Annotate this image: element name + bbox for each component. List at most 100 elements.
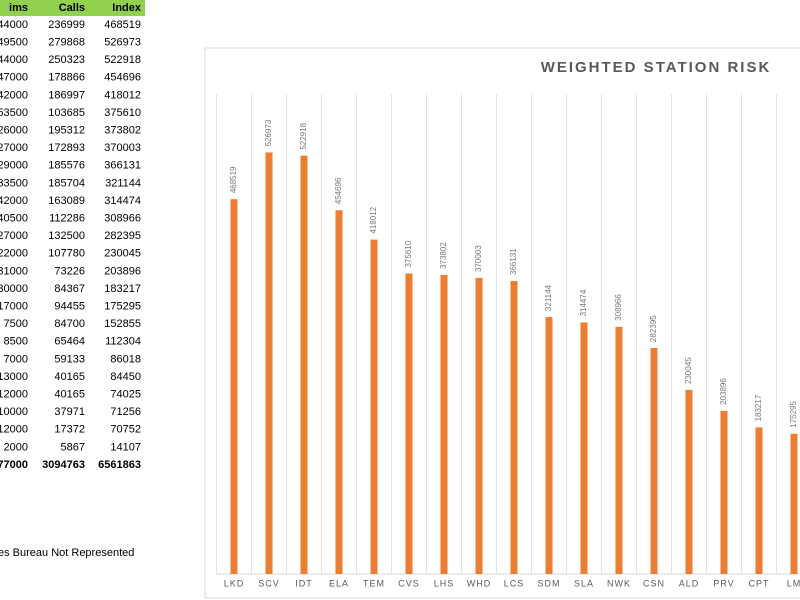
- table-cell: 282395: [104, 230, 141, 242]
- bar: [790, 433, 798, 574]
- table-cell: 86018: [110, 353, 141, 365]
- data-label: 418012: [369, 206, 378, 233]
- table-cell: 33500: [0, 177, 28, 189]
- table-cell: 27000: [0, 230, 28, 242]
- table-cell: 73226: [54, 265, 85, 277]
- x-tick-label: LCS: [504, 578, 525, 588]
- x-tick-label: SLA: [574, 578, 594, 588]
- data-label: 366131: [509, 248, 518, 275]
- table-cell: 14107: [110, 441, 141, 453]
- data-label: 373802: [439, 242, 448, 269]
- table-cell: 178866: [48, 72, 85, 84]
- table-cell: 30000: [0, 283, 28, 295]
- x-tick-label: NWK: [607, 578, 631, 588]
- x-tick-label: IDT: [295, 578, 313, 588]
- table-cell: 40500: [0, 213, 28, 225]
- chart-title: WEIGHTED STATION RISK: [541, 59, 772, 76]
- data-label: 314474: [579, 289, 588, 316]
- table-cell: 418012: [104, 89, 141, 101]
- table-cell: 522918: [104, 54, 141, 66]
- data-label: 183217: [754, 394, 763, 421]
- table-total: 6561863: [98, 459, 141, 471]
- table-cell: 236999: [48, 19, 85, 31]
- table-cell: 132500: [48, 230, 85, 242]
- bar: [580, 322, 588, 574]
- table-cell: 49500: [0, 37, 28, 49]
- table-cell: 84450: [110, 371, 141, 383]
- table-cell: 7000: [4, 353, 28, 365]
- table-cell: 10000: [0, 406, 28, 418]
- table-cell: 468519: [104, 19, 141, 31]
- bar: [685, 389, 693, 574]
- table-cell: 183217: [104, 283, 141, 295]
- table-cell: 175295: [104, 301, 141, 313]
- table-total: 3094763: [42, 459, 85, 471]
- table-cell: 94455: [54, 301, 85, 313]
- table-cell: 40165: [54, 371, 85, 383]
- x-tick-label: CVS: [398, 578, 420, 588]
- x-tick-label: SCV: [258, 578, 280, 588]
- table-cell: 12000: [0, 424, 28, 436]
- table-cell: 250323: [48, 54, 85, 66]
- x-tick-label: LM: [787, 578, 800, 588]
- data-label: 175295: [789, 401, 798, 428]
- table-cell: 163089: [48, 195, 85, 207]
- table-cell: 53500: [0, 107, 28, 119]
- table-cell: 308966: [104, 213, 141, 225]
- table-cell: 314474: [104, 195, 141, 207]
- data-label: 321144: [544, 284, 553, 311]
- table-cell: 185576: [48, 160, 85, 172]
- data-label: 526973: [264, 119, 273, 146]
- x-tick-label: CSN: [643, 578, 665, 588]
- x-tick-label: TEM: [363, 578, 385, 588]
- table-header: Calls: [59, 2, 85, 14]
- table-cell: 7500: [4, 318, 28, 330]
- table-cell: 195312: [48, 125, 85, 137]
- data-label: 308966: [614, 294, 623, 321]
- table-cell: 185704: [48, 177, 85, 189]
- bar: [755, 427, 763, 574]
- x-tick-label: LKD: [224, 578, 245, 588]
- table-cell: 112304: [105, 336, 141, 348]
- bar: [300, 155, 308, 575]
- data-label: 522918: [299, 122, 308, 149]
- bar: [370, 239, 378, 574]
- bar: [335, 210, 343, 574]
- table-cell: 84367: [54, 283, 85, 295]
- table-cell: 366131: [104, 160, 141, 172]
- data-label: 375610: [404, 240, 413, 267]
- table-cell: 279868: [48, 37, 85, 49]
- table-cell: 42000: [0, 195, 28, 207]
- bar: [265, 152, 273, 574]
- x-tick-label: CPT: [749, 578, 770, 588]
- x-tick-label: LHS: [434, 578, 455, 588]
- table-cell: 8500: [4, 336, 28, 348]
- table-header: Index: [112, 2, 142, 14]
- table-cell: 74025: [110, 389, 141, 401]
- table-cell: 2000: [4, 441, 28, 453]
- table-cell: 321144: [105, 177, 141, 189]
- table-cell: 5867: [61, 441, 85, 453]
- table-cell: 27000: [0, 142, 28, 154]
- x-tick-label: ALD: [679, 578, 700, 588]
- x-tick-label: PRV: [713, 578, 734, 588]
- table-cell: 40165: [54, 389, 85, 401]
- data-label: 454696: [334, 177, 343, 204]
- table-cell: 454696: [104, 72, 141, 84]
- table-cell: 47000: [0, 72, 28, 84]
- table-cell: 13000: [0, 371, 28, 383]
- table-cell: 17372: [54, 424, 85, 436]
- chart-area: [204, 47, 800, 599]
- table-cell: 65464: [54, 336, 85, 348]
- x-tick-label: ELA: [329, 578, 349, 588]
- table-cell: 172893: [48, 142, 85, 154]
- x-tick-label: SDM: [538, 578, 561, 588]
- table-cell: 152855: [104, 318, 141, 330]
- table-cell: 26000: [0, 125, 28, 137]
- table-cell: 70752: [110, 424, 141, 436]
- table-cell: 17000: [0, 301, 28, 313]
- table-cell: 71256: [110, 406, 141, 418]
- table-cell: 230045: [104, 248, 141, 260]
- table-cell: 44000: [0, 54, 28, 66]
